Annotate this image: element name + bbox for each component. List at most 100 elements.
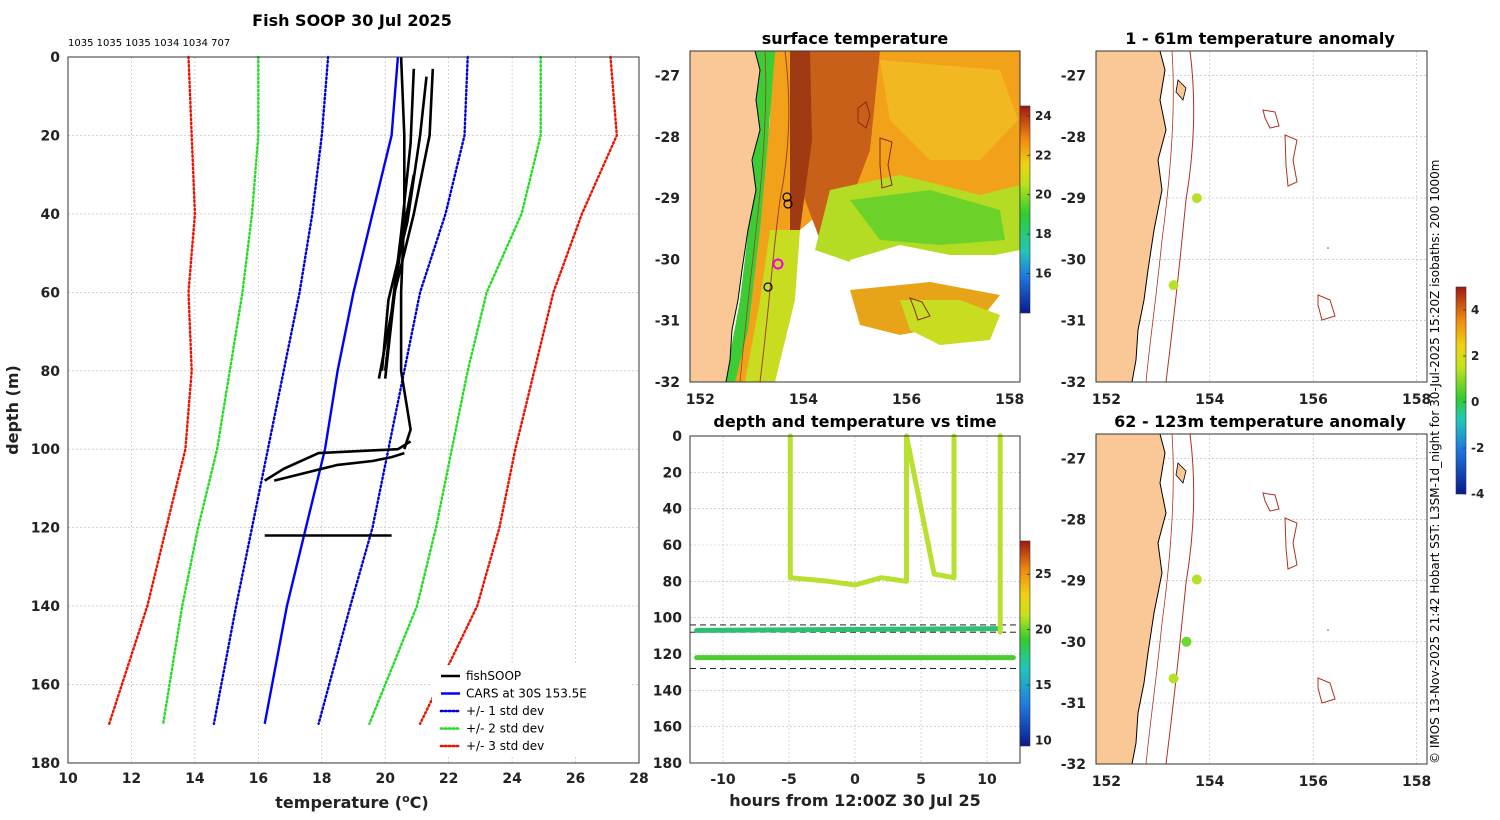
sst-deployment-marker [763,282,773,292]
profile-y-axis-label: depth (m) [3,365,22,455]
sst-green-eddy [850,190,1005,245]
profile-x-tick-label: 28 [629,771,648,787]
profile-x-axis-label: temperature (oC) [275,792,428,812]
profile-y-tick-label: 120 [31,521,60,537]
map-y-tick-label: -27 [655,69,680,85]
anomaly-1-seamount-3 [1317,294,1336,321]
time-y-tick-label: 80 [663,574,683,590]
sst-colorbar-ticks: 16 18 20 22 24 [1027,109,1052,281]
map-y-tick-label: -27 [1061,69,1086,85]
anomaly-1-seamount-2 [1284,134,1298,187]
time-x-tick-label: 0 [850,772,860,788]
time-y-tick-label: 100 [653,611,682,627]
std2-plus-line [368,55,542,725]
colorbar-tick-label: 18 [1035,227,1052,241]
time-y-tick-label: 0 [672,429,682,445]
std2-minus-line [161,55,260,725]
anomaly-2-title: 62 - 123m temperature anomaly [1114,412,1406,431]
map-y-tick-label: -31 [1061,314,1086,330]
legend-label: fishSOOP [466,669,521,683]
map-y-tick-label: -28 [655,130,680,146]
sst-current-axis [790,51,812,240]
profile-y-tick-label: 0 [50,50,60,66]
fishsoop-profile-line [383,174,416,371]
time-panel: depth and temperature vs time -10 -5 0 5 100… [653,412,1052,810]
sst-current-position-marker [772,258,784,270]
sst-map-content [690,51,1020,382]
profile-lines [107,55,619,725]
sst-yellow-south [900,300,1000,345]
anomaly-2-point [1191,574,1202,585]
profile-legend: fishSOOP CARS at 30S 153.5E +/- 1 std dev +… [432,665,632,755]
time-x-tick-label: 5 [916,772,926,788]
legend-label: +/- 2 std dev [466,722,544,736]
anomaly-2-seamount-dot [1327,629,1329,631]
anomaly-2-axes-frame [1095,433,1428,765]
anomaly-colorbar [1455,286,1467,495]
time-tracks [694,433,1016,661]
colorbar-tick-label: 0 [1471,395,1479,409]
std3-minus-line [107,55,197,725]
colorbar-tick-label: 15 [1035,678,1052,692]
sst-ticks: 152 154 156 158 -27 -28 -29 -30 -31 -32 [655,69,1025,408]
time-y-tick-label: 20 [663,465,683,481]
fishsoop-profile-line [399,56,412,450]
time-y-tick-label: 140 [653,683,682,699]
legend-box [432,665,632,755]
map-y-tick-label: -27 [1061,451,1086,467]
anomaly-2-land [1096,434,1167,764]
cars-mean-line [263,56,400,725]
sst-colorbar [1019,105,1031,314]
profile-grid [67,56,640,764]
map-y-tick-label: -29 [1061,574,1086,590]
map-y-tick-label: -28 [1061,513,1086,529]
profile-y-ticks: 0 20 40 60 80 100 120 140 160 180 [31,50,60,772]
anomaly-1-axes-frame [1095,50,1428,383]
profile-x-tick-label: 16 [249,771,268,787]
sst-seamount-1 [857,101,871,129]
profile-y-tick-label: 80 [41,364,61,380]
profile-counts: 1035 1035 1035 1034 1034 707 [68,38,230,49]
profile-y-tick-label: 160 [31,678,60,694]
profile-x-tick-label: 14 [185,771,205,787]
map-y-tick-label: -29 [655,191,680,207]
time-x-tick-label: -10 [710,772,736,788]
map-y-tick-label: -32 [655,375,680,391]
fishsoop-profile-line [380,76,428,371]
anomaly-1-points [1168,193,1202,291]
sst-coastal-yellow [745,230,800,382]
map-x-tick-label: 156 [1299,392,1328,408]
time-x-tick-label: 10 [977,772,997,788]
colorbar-tick-label: 4 [1471,303,1479,317]
anomaly-2-map-content [1096,434,1336,764]
map-x-tick-label: 156 [892,392,921,408]
map-y-tick-label: -28 [1061,130,1086,146]
sst-isobath-200m [739,51,767,382]
anomaly-2-panel: 62 - 123m temperature anomaly 152 154 156 1… [1061,412,1432,790]
profile-axes-frame [67,56,640,764]
legend-label: +/- 3 std dev [466,739,544,753]
std1-plus-line [317,55,469,725]
profile-y-tick-label: 40 [41,207,61,223]
map-y-tick-label: -30 [1061,252,1087,268]
map-x-tick-label: 158 [1402,774,1431,790]
anomaly-2-seamount-2 [1284,517,1298,570]
sst-title: surface temperature [762,29,949,48]
anomaly-1-map-content [1096,51,1336,382]
time-y-tick-label: 180 [653,756,682,772]
anomaly-1-point [1168,280,1179,291]
colorbar-tick-label: 20 [1035,623,1052,637]
map-x-tick-label: 158 [1402,392,1431,408]
anomaly-2-island [1175,462,1187,484]
anomaly-2-ticks: 152 154 156 158 -27 -28 -29 -30 -31 -32 [1061,451,1432,790]
anomaly-2-seamount-1 [1262,492,1280,512]
profile-x-tick-label: 24 [502,771,522,787]
sst-deployment-marker [783,199,793,209]
profile-y-tick-label: 100 [31,442,60,458]
profile-x-tick-label: 20 [375,771,395,787]
profile-title: Fish SOOP 30 Jul 2025 [252,11,452,30]
map-x-tick-label: 156 [1299,774,1328,790]
anomaly-1-ticks: 152 154 156 158 -27 -28 -29 -30 -31 -32 [1061,69,1432,408]
